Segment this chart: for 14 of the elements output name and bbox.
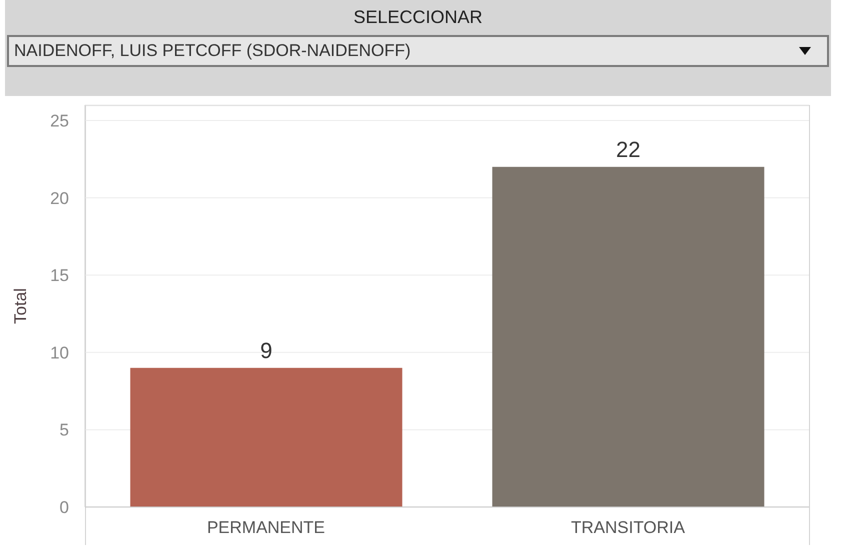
dropdown-field: NAIDENOFF, LUIS PETCOFF (SDOR-NAIDENOFF): [7, 35, 829, 67]
y-tick-label: 20: [50, 188, 69, 208]
y-tick-label: 0: [60, 498, 69, 518]
y-tick-label: 10: [50, 343, 69, 362]
y-axis-title: Total: [11, 288, 30, 324]
data-label: 22: [616, 136, 640, 162]
chart-title: SELECCIONAR: [352, 6, 484, 29]
x-tick-label: PERMANENTE: [206, 518, 326, 538]
y-tick-label: 5: [60, 420, 69, 440]
y-tick-label: 25: [50, 111, 69, 130]
x-tick-label: TRANSITORIA: [571, 518, 686, 538]
y-tick-label: 15: [50, 266, 69, 286]
chart-subtitle: NAIDENOFF, LUIS PETCOFF (SDOR-NAIDENOFF): [14, 40, 411, 62]
data-label: 9: [260, 338, 272, 363]
